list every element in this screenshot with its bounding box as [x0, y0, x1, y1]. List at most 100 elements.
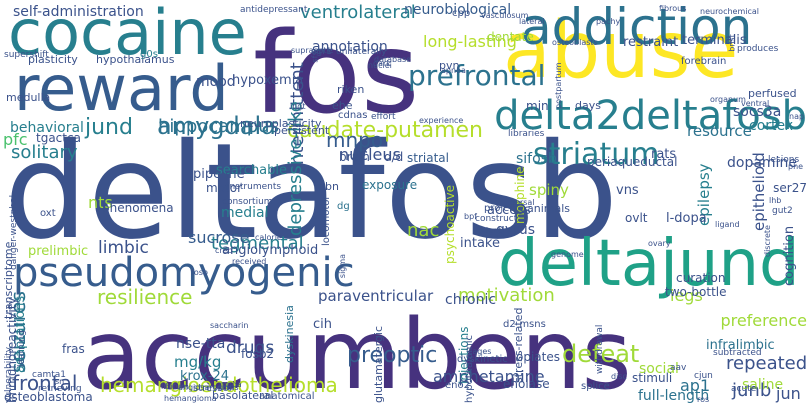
- word-dyskinesia: dyskinesia: [283, 305, 296, 363]
- word-cih: cih: [313, 317, 332, 332]
- word-danger-westphal: danger-westphal: [9, 195, 19, 271]
- word-genome: genome: [551, 250, 584, 259]
- word-striatal: striatal: [407, 151, 449, 165]
- word-motor: motor: [206, 181, 243, 195]
- word-d-d: d/d: [384, 150, 404, 164]
- word-forebrain: forebrain: [681, 56, 727, 67]
- word-effort: effort: [371, 112, 396, 122]
- word-self-administration: self-administration: [13, 4, 144, 20]
- word-gut2: gut2: [772, 206, 793, 216]
- word-vns: vns: [616, 183, 639, 198]
- word-pachy: pachy: [596, 17, 621, 26]
- word-neuroplasticity: neuroplasticity: [240, 117, 322, 130]
- word-dark: dark: [373, 59, 391, 68]
- word-delta2deltafosb: delta2deltafosb: [494, 93, 807, 139]
- word-pvn: pvn: [439, 59, 460, 72]
- word-pbn: pbn: [318, 180, 339, 193]
- word-phenomena: phenomena: [102, 201, 174, 215]
- word-psychoactive: psychoactive: [443, 185, 457, 264]
- word-jun: jun: [776, 384, 801, 403]
- word-disc: disc: [611, 372, 627, 381]
- word-chronic: chronic: [445, 292, 497, 308]
- word-consortium: consortium: [222, 197, 273, 207]
- word-perfused: perfused: [748, 87, 797, 100]
- word-solitary: solitary: [11, 142, 78, 163]
- word-fosb2: fosb2: [241, 347, 275, 361]
- word-supershift: supershift: [4, 50, 49, 60]
- word-mood: mood: [196, 74, 236, 90]
- word-project: project: [484, 203, 519, 214]
- word-abuse: abuse: [503, 6, 739, 96]
- word-creb: creb: [215, 246, 233, 255]
- word-retrieving: retrieving: [38, 384, 82, 394]
- word-ovary: ovary: [648, 239, 671, 248]
- word-dorsal: dorsal: [510, 198, 535, 207]
- word-fibrous: fibrous: [659, 4, 687, 13]
- word-locomotor: locomotor: [321, 195, 332, 246]
- word-resilience: resilience: [97, 285, 193, 309]
- word-hippocampus: hippocampus: [158, 116, 279, 137]
- word-anatomical: anatomical: [259, 391, 315, 402]
- word-gyrus: gyrus: [496, 222, 536, 238]
- word-ligand: ligand: [715, 220, 740, 229]
- word-spiny: spiny: [529, 181, 569, 199]
- word-deltafosb: deltafosb: [4, 115, 619, 269]
- word-oxt: oxt: [40, 208, 56, 219]
- word-min: min: [526, 99, 549, 113]
- word-unilaterally: unilaterally: [336, 47, 387, 57]
- word-ventrolateral: ventrolateral: [300, 2, 416, 23]
- word-lhb: lhb: [769, 196, 782, 205]
- word-caudate-putamen: caudate-putamen: [287, 118, 483, 143]
- word-construct: construct: [475, 214, 518, 224]
- word-curation: curation: [676, 271, 726, 285]
- word-cdnas: cdnas: [338, 110, 368, 121]
- word-cages: cages: [468, 347, 492, 356]
- word-preference: preference: [720, 311, 807, 330]
- word-medulla: medulla: [6, 91, 51, 104]
- word-animals: animals: [527, 202, 571, 215]
- word-angiolymphoid: angiolymphoid: [222, 243, 319, 258]
- word-libitum: libitum: [161, 382, 189, 391]
- word-sn: sn: [55, 377, 65, 386]
- word-stressor: stressor: [193, 383, 233, 394]
- word-sifosb: sifosb: [516, 151, 557, 167]
- word-hypothalamic: hypothalamic: [464, 334, 475, 403]
- word-krox-24: krox-24: [180, 369, 230, 384]
- word-hypothalamus: hypothalamus: [96, 53, 175, 66]
- word-long-lasting: long-lasting: [423, 32, 517, 51]
- word-nuclei: nuclei: [368, 61, 392, 70]
- word-hypoxemia: hypoxemia: [232, 73, 304, 88]
- word-ehe: ehe: [332, 99, 353, 112]
- word-saccharin: saccharin: [210, 321, 249, 330]
- word-full-length: full-length: [638, 388, 710, 404]
- word-annotation: annotation: [312, 39, 388, 55]
- word-behavioral: behavioral: [10, 120, 84, 136]
- word-fos: fos: [253, 9, 420, 139]
- word-calorie: calorie: [255, 233, 282, 242]
- word-osteoblastoma: osteoblastoma: [4, 390, 93, 404]
- word-frontal: frontal: [12, 371, 78, 395]
- word-defeat: defeat: [562, 340, 640, 368]
- word-supraoptic: supraoptic: [291, 46, 334, 55]
- word-deltajund: deltajund: [498, 227, 800, 301]
- word-hemangioma: hemangioma: [164, 394, 217, 403]
- word-tegmental: tegmental: [211, 233, 304, 254]
- word-vulnerability: vulnerability: [4, 346, 14, 403]
- word-glutamatergic: glutamatergic: [372, 325, 385, 403]
- word-cognition: cognition: [782, 226, 797, 287]
- word-ros: ros: [697, 395, 710, 404]
- word-terminalis: terminalis: [682, 33, 747, 48]
- word-experience: experience: [419, 116, 464, 125]
- word-amygdala: amygdala: [157, 112, 276, 140]
- word-vasculosum: vasculosum: [481, 11, 529, 20]
- word-periaqueductal: periaqueductal: [587, 155, 678, 169]
- word-iegs: iegs: [670, 286, 703, 305]
- word-enolase: enolase: [503, 377, 550, 391]
- word-basolateral: basolateral: [212, 389, 274, 402]
- word-brain: brain: [339, 150, 370, 164]
- word-cpp: cpp: [452, 8, 471, 19]
- word-limbic: limbic: [98, 238, 149, 258]
- word-paraventricular: paraventricular: [318, 287, 434, 305]
- word-osteoblasts: osteoblasts: [552, 38, 598, 47]
